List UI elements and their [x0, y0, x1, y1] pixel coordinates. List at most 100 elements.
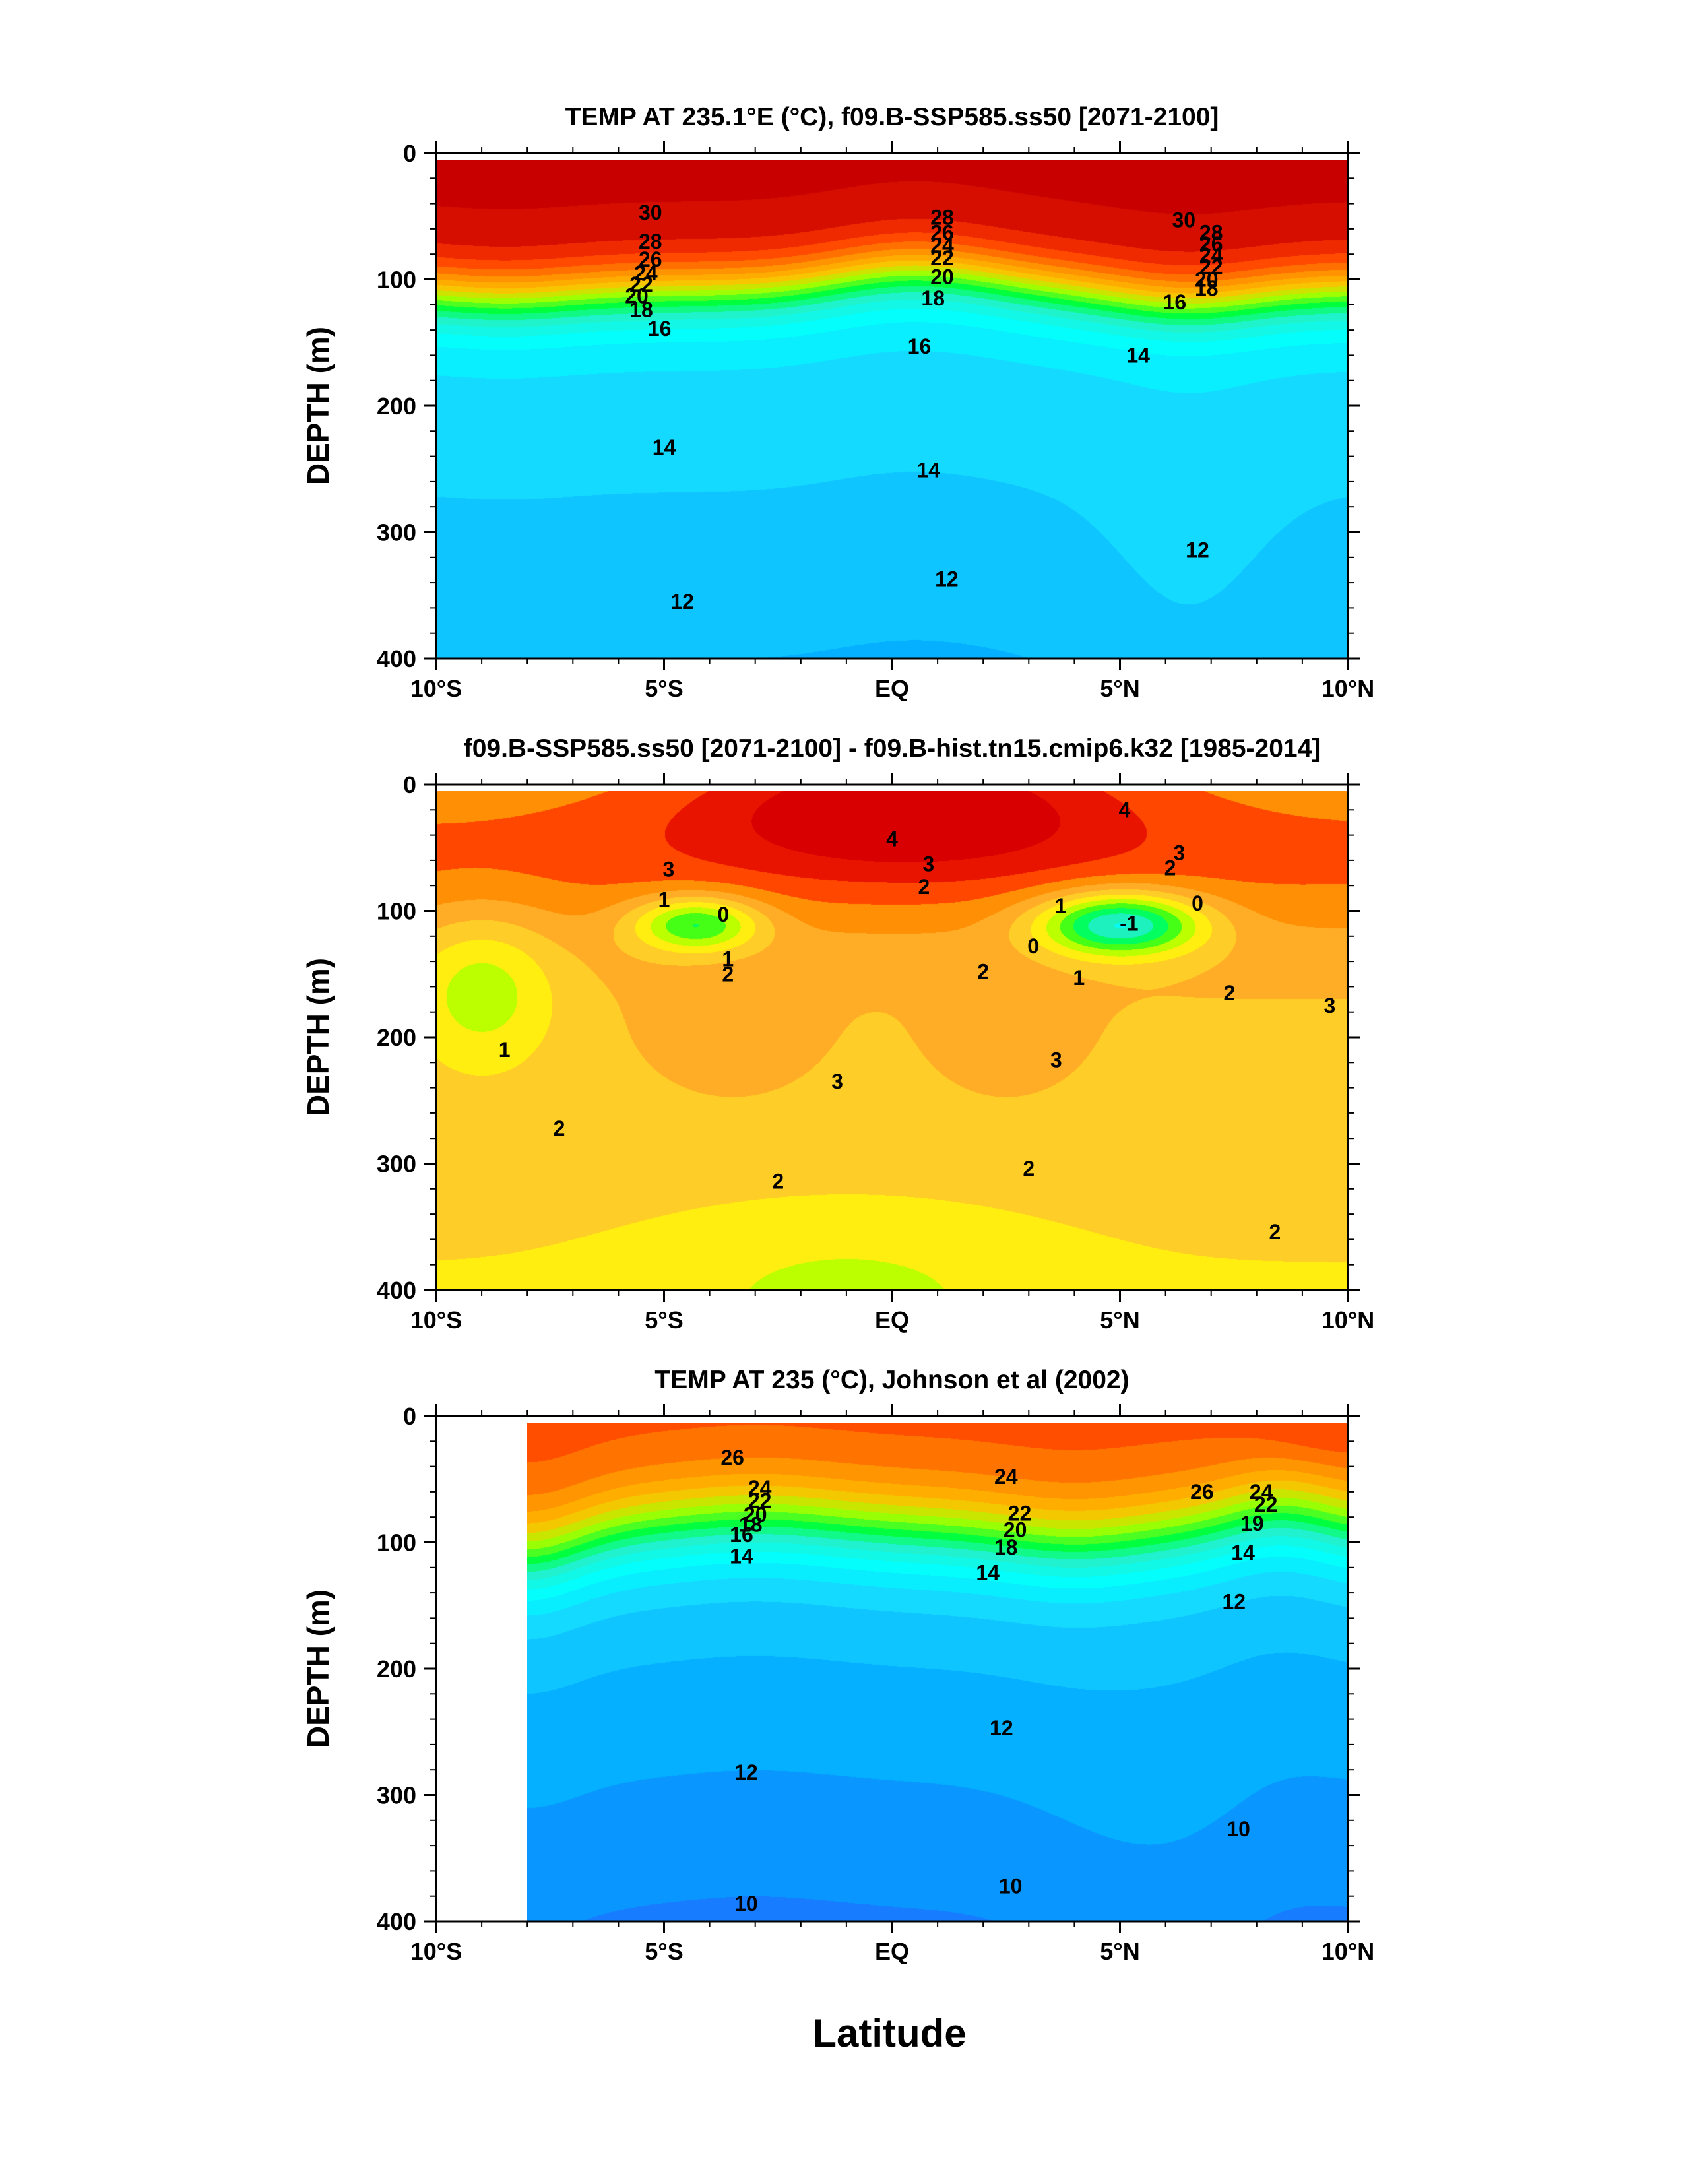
contour-label: 3: [922, 852, 934, 876]
contour-label: 12: [670, 590, 694, 614]
x-tick-label: 5°N: [1100, 1306, 1139, 1333]
panel-title: f09.B-SSP585.ss50 [2071-2100] - f09.B-hi…: [464, 734, 1321, 763]
contour-label: 16: [1163, 290, 1187, 314]
contour-label: 1: [722, 947, 734, 971]
contour-label: 2: [772, 1169, 784, 1193]
contour-label: 2: [1023, 1157, 1035, 1180]
contour-label: 26: [720, 1446, 744, 1469]
contour-fill-2: [436, 791, 1348, 1290]
contour-label: 16: [908, 335, 932, 358]
contour-label: 30: [1172, 208, 1195, 232]
y-tick-label: 300: [377, 1782, 416, 1809]
contour-label: 3: [1323, 994, 1335, 1017]
contour-label: 28: [639, 230, 662, 253]
y-tick-label: 0: [403, 771, 416, 798]
contour-label: 2: [918, 875, 930, 899]
contour-label: 20: [744, 1502, 767, 1526]
contour-label: 4: [886, 827, 898, 851]
contour-label: 26: [639, 247, 662, 271]
contour-label: 10: [1227, 1817, 1250, 1841]
panel-title: TEMP AT 235 (°C), Johnson et al (2002): [654, 1366, 1129, 1394]
contour-label: 18: [739, 1513, 763, 1537]
contour-label: 3: [663, 857, 675, 881]
contour-label: 26: [930, 221, 954, 245]
contour-label: 2: [1164, 856, 1176, 880]
contour-label: 20: [1004, 1518, 1027, 1541]
contour-label: 19: [1240, 1512, 1264, 1535]
x-tick-label: 5°S: [645, 675, 683, 702]
contour-label: 28: [1199, 221, 1223, 245]
y-tick-label: 100: [377, 267, 416, 294]
y-axis-label: DEPTH (m): [301, 327, 335, 485]
contour-label: 0: [1027, 934, 1039, 958]
x-tick-label: 5°S: [645, 1306, 683, 1333]
contour-label: 14: [916, 459, 940, 482]
x-tick-label: 5°N: [1100, 675, 1139, 702]
y-tick-label: 300: [377, 519, 416, 546]
x-axis-label: Latitude: [812, 2011, 966, 2055]
contour-label: 26: [1190, 1480, 1214, 1504]
x-tick-label: 5°N: [1100, 1938, 1139, 1965]
contour-label: 1: [499, 1038, 511, 1062]
y-tick-label: 400: [377, 1277, 416, 1304]
y-tick-label: 200: [377, 1655, 416, 1683]
contour-label: 4: [1119, 798, 1131, 821]
chart-panel-3: 0 100 200 300 400 10°S 5°S EQ 5°N 10°N TEMP AT 235…: [301, 1366, 1374, 1965]
contour-label: 22: [930, 246, 954, 270]
x-tick-label: 10°S: [410, 1938, 462, 1965]
contour-label: 2: [722, 962, 734, 986]
contour-label: 22: [1254, 1493, 1278, 1516]
y-axis-label: DEPTH (m): [301, 1590, 335, 1748]
contour-label: 24: [748, 1476, 772, 1500]
x-tick-label: 10°N: [1322, 1306, 1374, 1333]
contour-fill-3: [527, 1423, 1348, 1921]
contour-label: 12: [1222, 1590, 1246, 1614]
contour-label: 3: [1173, 841, 1185, 864]
contour-label: 18: [629, 298, 653, 321]
x-tick-label: EQ: [875, 1938, 909, 1965]
contour-label: 10: [999, 1874, 1023, 1898]
contour-label: 18: [1195, 276, 1219, 300]
contour-label: 14: [976, 1560, 1000, 1584]
y-tick-label: 400: [377, 645, 416, 672]
contour-label: 22: [748, 1489, 772, 1512]
chart-panel-1: 0 100 200 300 400 10°S 5°S EQ 5°N 10°N TEMP AT 235…: [301, 103, 1374, 702]
y-tick-label: 300: [377, 1151, 416, 1178]
contour-label: 2: [554, 1116, 565, 1140]
contour-label: 20: [930, 265, 954, 289]
y-axis-label: DEPTH (m): [301, 958, 335, 1116]
contour-label: 12: [990, 1716, 1013, 1740]
contour-label: 14: [653, 435, 676, 459]
contour-label: 24: [994, 1465, 1018, 1489]
x-tick-label: 10°S: [410, 1306, 462, 1333]
contour-label: 18: [994, 1535, 1018, 1559]
contour-label: 16: [730, 1523, 753, 1547]
y-tick-label: 100: [377, 1529, 416, 1557]
contour-label: 1: [1073, 966, 1085, 990]
contour-label: 0: [1192, 891, 1203, 915]
contour-label: 24: [1250, 1480, 1273, 1504]
y-tick-label: 0: [403, 140, 416, 167]
x-tick-label: 10°N: [1322, 1938, 1374, 1965]
contour-label: 12: [734, 1760, 758, 1784]
x-tick-label: 5°S: [645, 1938, 683, 1965]
contour-label: 30: [639, 201, 662, 224]
contour-label: -1: [1120, 912, 1138, 936]
x-tick-label: 10°N: [1322, 675, 1374, 702]
contour-label: 12: [1186, 538, 1209, 562]
contour-label: 10: [734, 1892, 758, 1915]
y-tick-label: 200: [377, 393, 416, 420]
contour-label: 14: [1126, 343, 1150, 367]
contour-label: 1: [658, 887, 670, 911]
contour-label: 3: [831, 1070, 843, 1093]
contour-label: 22: [1008, 1501, 1032, 1525]
contour-label: 26: [1199, 232, 1223, 256]
y-tick-label: 200: [377, 1024, 416, 1051]
x-tick-label: EQ: [875, 1306, 909, 1333]
y-tick-label: 0: [403, 1403, 416, 1430]
contour-label: 14: [730, 1545, 753, 1568]
contour-label: 16: [648, 317, 672, 340]
contour-fill-1: [436, 160, 1348, 658]
